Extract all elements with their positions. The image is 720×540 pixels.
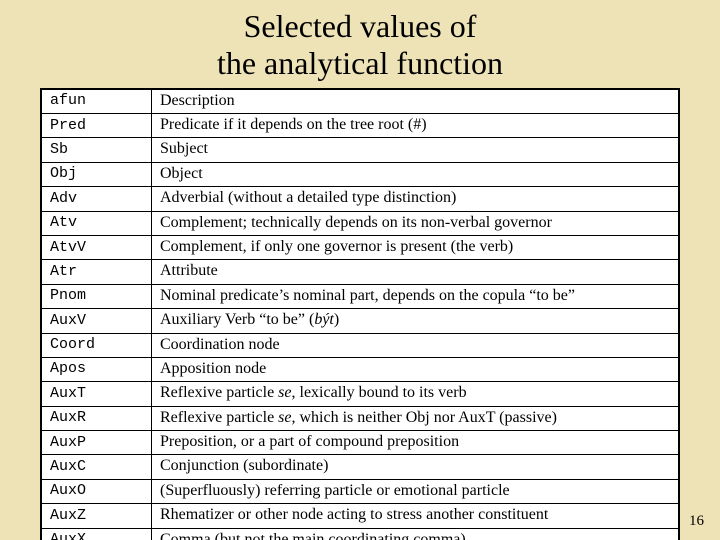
afun-key: Pnom [42, 284, 152, 308]
afun-key: AuxR [42, 406, 152, 430]
afun-description: Attribute [152, 260, 679, 284]
table-row: AuxRReflexive particle se, which is neit… [42, 406, 679, 430]
afun-description: Auxiliary Verb “to be” (být) [152, 309, 679, 333]
afun-description: Apposition node [152, 357, 679, 381]
table-row: AdvAdverbial (without a detailed type di… [42, 187, 679, 211]
afun-key: Atv [42, 211, 152, 235]
afun-key: Apos [42, 357, 152, 381]
table-row: AtrAttribute [42, 260, 679, 284]
page-number: 16 [689, 513, 704, 530]
title-line-1: Selected values of [244, 8, 477, 44]
afun-description: Predicate if it depends on the tree root… [152, 113, 679, 137]
afun-description: Comma (but not the main coordinating com… [152, 528, 679, 540]
afun-key: AuxV [42, 309, 152, 333]
afun-key: AtvV [42, 235, 152, 259]
table-row: PredPredicate if it depends on the tree … [42, 113, 679, 137]
afun-key: AuxZ [42, 504, 152, 528]
afun-key: Pred [42, 113, 152, 137]
afun-description: Conjunction (subordinate) [152, 455, 679, 479]
table-row: AuxCConjunction (subordinate) [42, 455, 679, 479]
afun-key: AuxT [42, 382, 152, 406]
table-row: AuxTReflexive particle se, lexically bou… [42, 382, 679, 406]
afun-description: (Superfluously) referring particle or em… [152, 479, 679, 503]
afun-key: AuxX [42, 528, 152, 540]
table-row: AuxVAuxiliary Verb “to be” (být) [42, 309, 679, 333]
afun-key: AuxO [42, 479, 152, 503]
afun-description: Complement, if only one governor is pres… [152, 235, 679, 259]
slide-title: Selected values of the analytical functi… [0, 0, 720, 88]
afun-description: Nominal predicate’s nominal part, depend… [152, 284, 679, 308]
title-line-2: the analytical function [217, 45, 503, 81]
afun-description: Rhematizer or other node acting to stres… [152, 504, 679, 528]
afun-description: Description [152, 89, 679, 113]
afun-table-wrap: afunDescriptionPredPredicate if it depen… [40, 88, 680, 540]
afun-description: Object [152, 162, 679, 186]
afun-key: Obj [42, 162, 152, 186]
afun-description: Reflexive particle se, lexically bound t… [152, 382, 679, 406]
table-row: SbSubject [42, 138, 679, 162]
table-row: ObjObject [42, 162, 679, 186]
afun-key: Adv [42, 187, 152, 211]
afun-description: Complement; technically depends on its n… [152, 211, 679, 235]
afun-description: Subject [152, 138, 679, 162]
afun-description: Preposition, or a part of compound prepo… [152, 431, 679, 455]
table-row: AposApposition node [42, 357, 679, 381]
afun-table: afunDescriptionPredPredicate if it depen… [41, 89, 679, 540]
afun-description: Adverbial (without a detailed type disti… [152, 187, 679, 211]
afun-key: AuxC [42, 455, 152, 479]
table-row: PnomNominal predicate’s nominal part, de… [42, 284, 679, 308]
afun-key: Coord [42, 333, 152, 357]
afun-description: Coordination node [152, 333, 679, 357]
afun-key: Atr [42, 260, 152, 284]
table-row: AuxPPreposition, or a part of compound p… [42, 431, 679, 455]
slide: Selected values of the analytical functi… [0, 0, 720, 540]
afun-key: AuxP [42, 431, 152, 455]
table-row: AuxXComma (but not the main coordinating… [42, 528, 679, 540]
afun-key: afun [42, 89, 152, 113]
afun-description: Reflexive particle se, which is neither … [152, 406, 679, 430]
table-row: AuxZRhematizer or other node acting to s… [42, 504, 679, 528]
table-row: afunDescription [42, 89, 679, 113]
afun-key: Sb [42, 138, 152, 162]
table-row: CoordCoordination node [42, 333, 679, 357]
table-row: AtvVComplement, if only one governor is … [42, 235, 679, 259]
afun-table-body: afunDescriptionPredPredicate if it depen… [42, 89, 679, 540]
table-row: AtvComplement; technically depends on it… [42, 211, 679, 235]
table-row: AuxO(Superfluously) referring particle o… [42, 479, 679, 503]
